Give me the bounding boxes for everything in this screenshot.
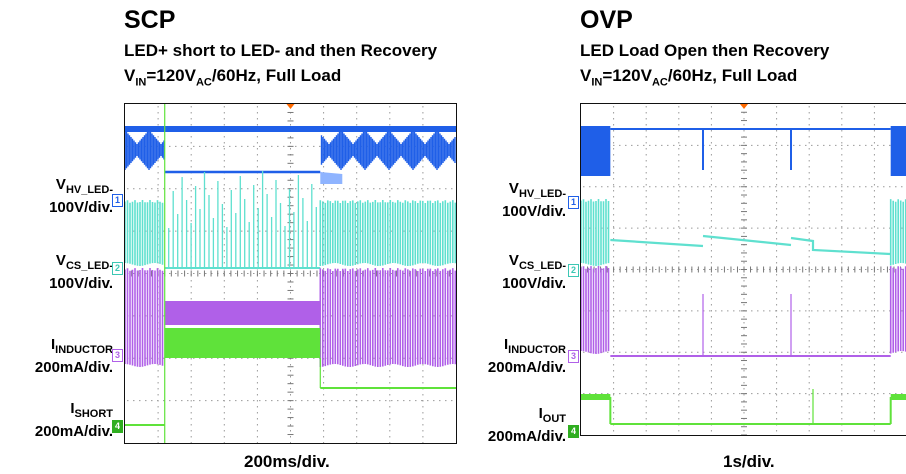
series-vcs-trace-recovery xyxy=(889,199,906,266)
series-vcs-trace xyxy=(581,199,610,266)
channel-marker-2: 2 xyxy=(568,264,579,277)
channel-marker-1: 1 xyxy=(568,196,579,209)
channel-marker-2: 2 xyxy=(112,262,123,275)
series-label-ishort: ISHORT 200mA/div. xyxy=(34,400,113,440)
series-vhv-trace-recovery xyxy=(890,126,906,176)
chart-title: SCP xyxy=(124,6,176,34)
series-vhv-top xyxy=(125,126,456,132)
series-label-iout: IOUT 200mA/div. xyxy=(487,405,566,445)
trigger-marker-icon xyxy=(740,104,748,109)
time-scale-label: 200ms/div. xyxy=(244,452,330,471)
channel-marker-1: 1 xyxy=(112,194,123,207)
series-iout-post xyxy=(890,394,906,400)
series-vhv-recovery-ramp xyxy=(320,172,343,184)
ovp-scope-screen xyxy=(580,103,906,436)
time-scale-label: 1s/div. xyxy=(723,452,775,471)
trigger-marker-icon xyxy=(286,104,295,109)
series-vhv-trace xyxy=(581,126,611,176)
channel-marker-4: 4 xyxy=(568,425,579,438)
ovp-waveform-plot xyxy=(581,104,906,435)
series-iout-pre xyxy=(581,394,611,400)
series-vcs-trace-recovery xyxy=(319,200,456,266)
series-label-iinductor: IINDUCTOR 200mA/div. xyxy=(34,336,113,376)
input-condition: VIN=120VAC/60Hz, Full Load xyxy=(124,66,342,89)
channel-marker-3: 3 xyxy=(568,350,579,363)
series-iinductor-trace-recovery xyxy=(319,268,456,367)
series-iinductor-short-band xyxy=(164,301,321,325)
series-vcs-trace xyxy=(125,200,164,266)
series-iinductor-trace-recovery xyxy=(889,266,906,354)
channel-marker-3: 3 xyxy=(112,349,123,362)
series-label-iinductor: IINDUCTOR 200mA/div. xyxy=(487,336,566,376)
ovp-panel: OVP LED Load Open then Recovery VIN=120V… xyxy=(455,0,906,474)
series-label-vhv: VHV_LED- 100V/div. xyxy=(502,180,566,220)
series-vcs-open-decay xyxy=(610,234,891,256)
series-vcs-spikes xyxy=(168,171,317,268)
series-label-vcs: VCS_LED- 100V/div. xyxy=(49,252,113,292)
chart-subtitle: LED+ short to LED- and then Recovery xyxy=(124,41,438,60)
series-label-vhv: VHV_LED- 100V/div. xyxy=(49,176,113,216)
chart-title: OVP xyxy=(580,6,633,34)
scp-scope-screen xyxy=(124,103,457,444)
series-label-vcs: VCS_LED- 100V/div. xyxy=(502,252,566,292)
channel-marker-4: 4 xyxy=(112,420,123,433)
series-iinductor-trace xyxy=(125,268,164,367)
series-vhv-trace xyxy=(125,130,456,170)
input-condition: VIN=120VAC/60Hz, Full Load xyxy=(580,66,798,89)
scp-panel: SCP LED+ short to LED- and then Recovery… xyxy=(34,6,457,471)
series-iinductor-trace xyxy=(581,266,610,354)
chart-subtitle: LED Load Open then Recovery xyxy=(580,41,830,60)
scp-waveform-plot xyxy=(125,104,456,443)
series-ishort-band xyxy=(164,328,321,358)
